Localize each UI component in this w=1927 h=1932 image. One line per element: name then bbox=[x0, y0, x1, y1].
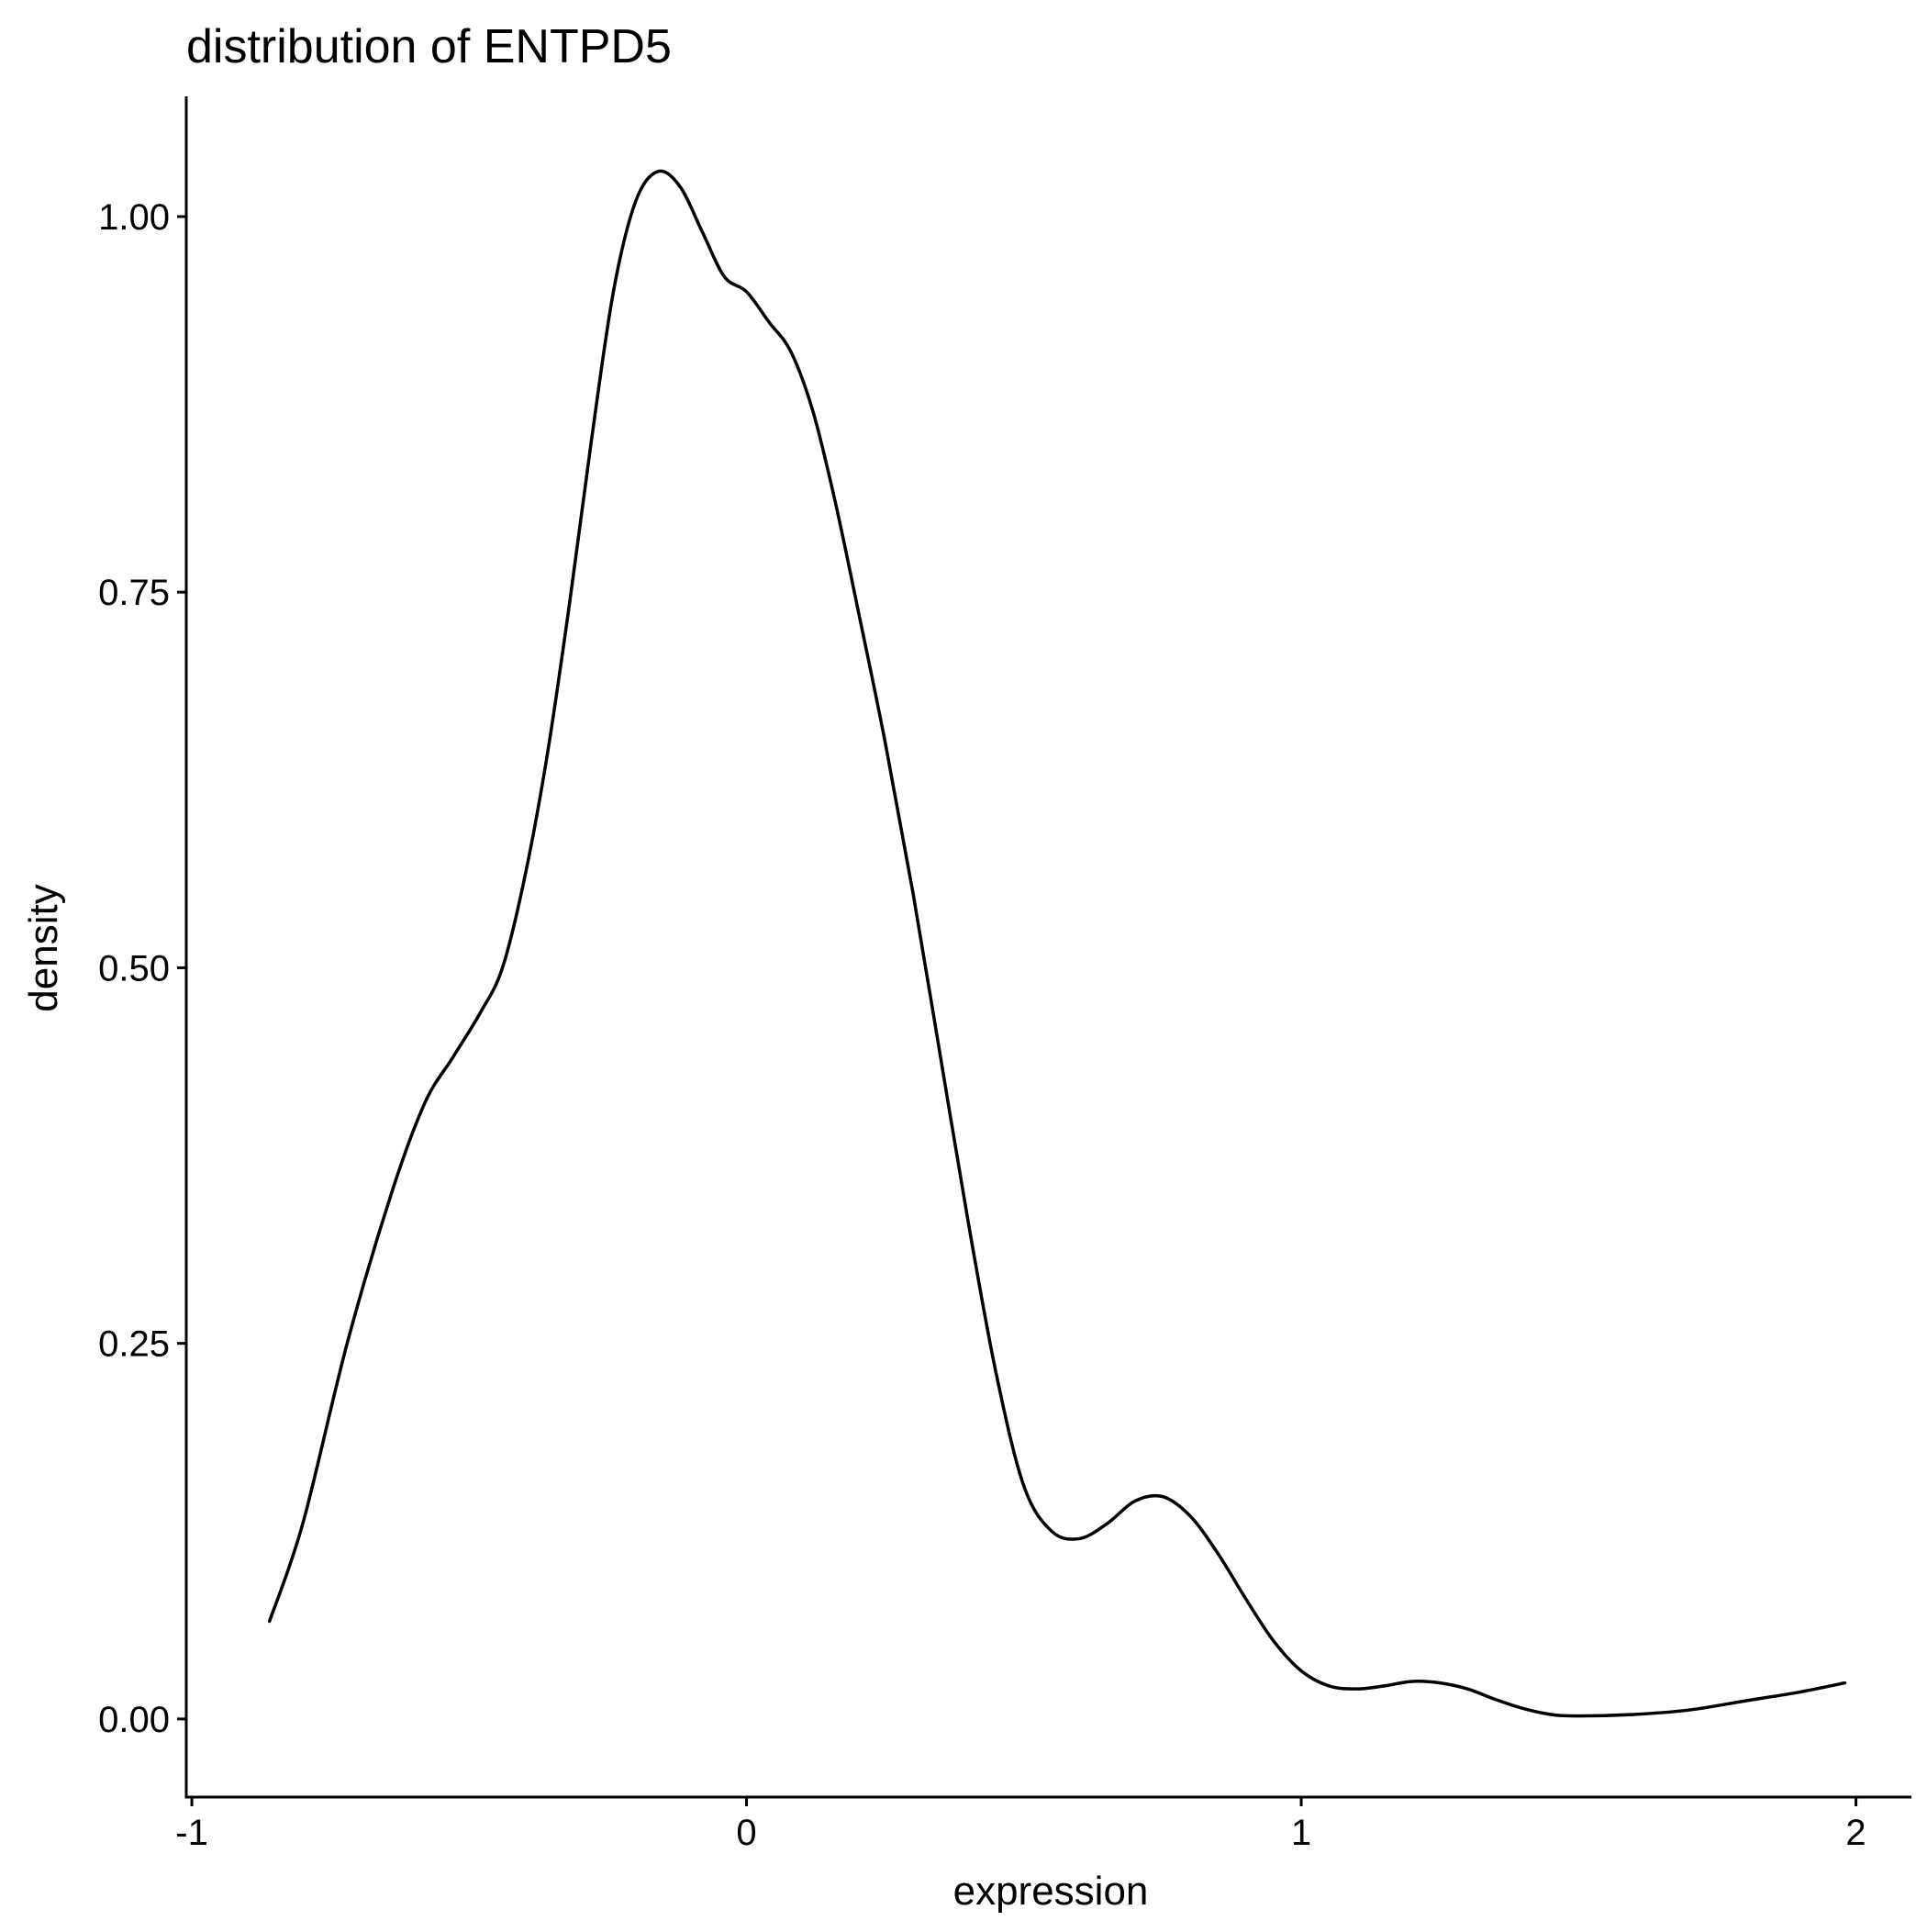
y-tick-label: 0.00 bbox=[98, 1700, 170, 1740]
x-tick-label: 2 bbox=[1845, 1813, 1866, 1853]
ticks: 0.00 0.25 0.50 0.75 1.00 -1 0 1 2 bbox=[98, 197, 1866, 1853]
axes bbox=[184, 96, 1911, 1799]
x-tick-label: 1 bbox=[1291, 1813, 1311, 1853]
density-curve bbox=[267, 169, 1847, 1718]
y-tick-label: 0.25 bbox=[98, 1324, 170, 1365]
x-tick-label: -1 bbox=[175, 1813, 208, 1853]
y-tick-label: 0.50 bbox=[98, 948, 170, 988]
y-tick-label: 0.75 bbox=[98, 573, 170, 613]
y-tick-label: 1.00 bbox=[98, 197, 170, 238]
chart-title: distribution of ENTPD5 bbox=[186, 20, 672, 73]
y-axis-label: density bbox=[21, 884, 66, 1011]
x-axis-label: expression bbox=[953, 1869, 1149, 1914]
x-tick-label: 0 bbox=[736, 1813, 756, 1853]
series bbox=[267, 169, 1847, 1718]
